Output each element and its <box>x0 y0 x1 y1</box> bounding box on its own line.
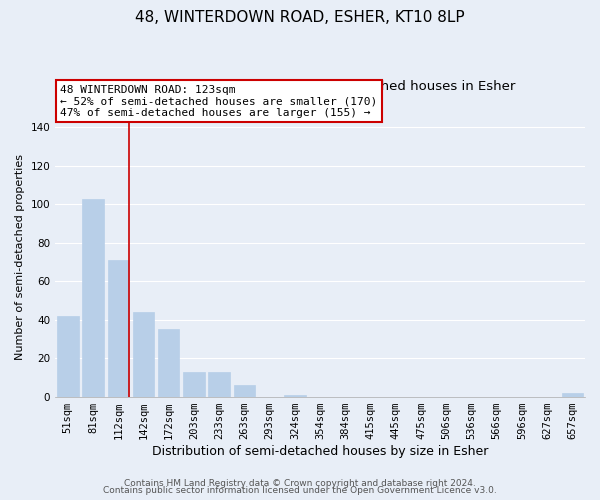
Bar <box>57 316 79 396</box>
Bar <box>284 394 305 396</box>
Bar <box>82 198 104 396</box>
Bar <box>208 372 230 396</box>
X-axis label: Distribution of semi-detached houses by size in Esher: Distribution of semi-detached houses by … <box>152 444 488 458</box>
Text: Contains public sector information licensed under the Open Government Licence v3: Contains public sector information licen… <box>103 486 497 495</box>
Bar <box>183 372 205 396</box>
Text: 48, WINTERDOWN ROAD, ESHER, KT10 8LP: 48, WINTERDOWN ROAD, ESHER, KT10 8LP <box>135 10 465 25</box>
Bar <box>233 385 255 396</box>
Bar <box>133 312 154 396</box>
Text: 48 WINTERDOWN ROAD: 123sqm
← 52% of semi-detached houses are smaller (170)
47% o: 48 WINTERDOWN ROAD: 123sqm ← 52% of semi… <box>61 84 378 118</box>
Bar <box>562 392 583 396</box>
Title: Size of property relative to semi-detached houses in Esher: Size of property relative to semi-detach… <box>124 80 516 93</box>
Bar <box>107 260 129 396</box>
Text: Contains HM Land Registry data © Crown copyright and database right 2024.: Contains HM Land Registry data © Crown c… <box>124 478 476 488</box>
Bar <box>158 330 179 396</box>
Y-axis label: Number of semi-detached properties: Number of semi-detached properties <box>15 154 25 360</box>
